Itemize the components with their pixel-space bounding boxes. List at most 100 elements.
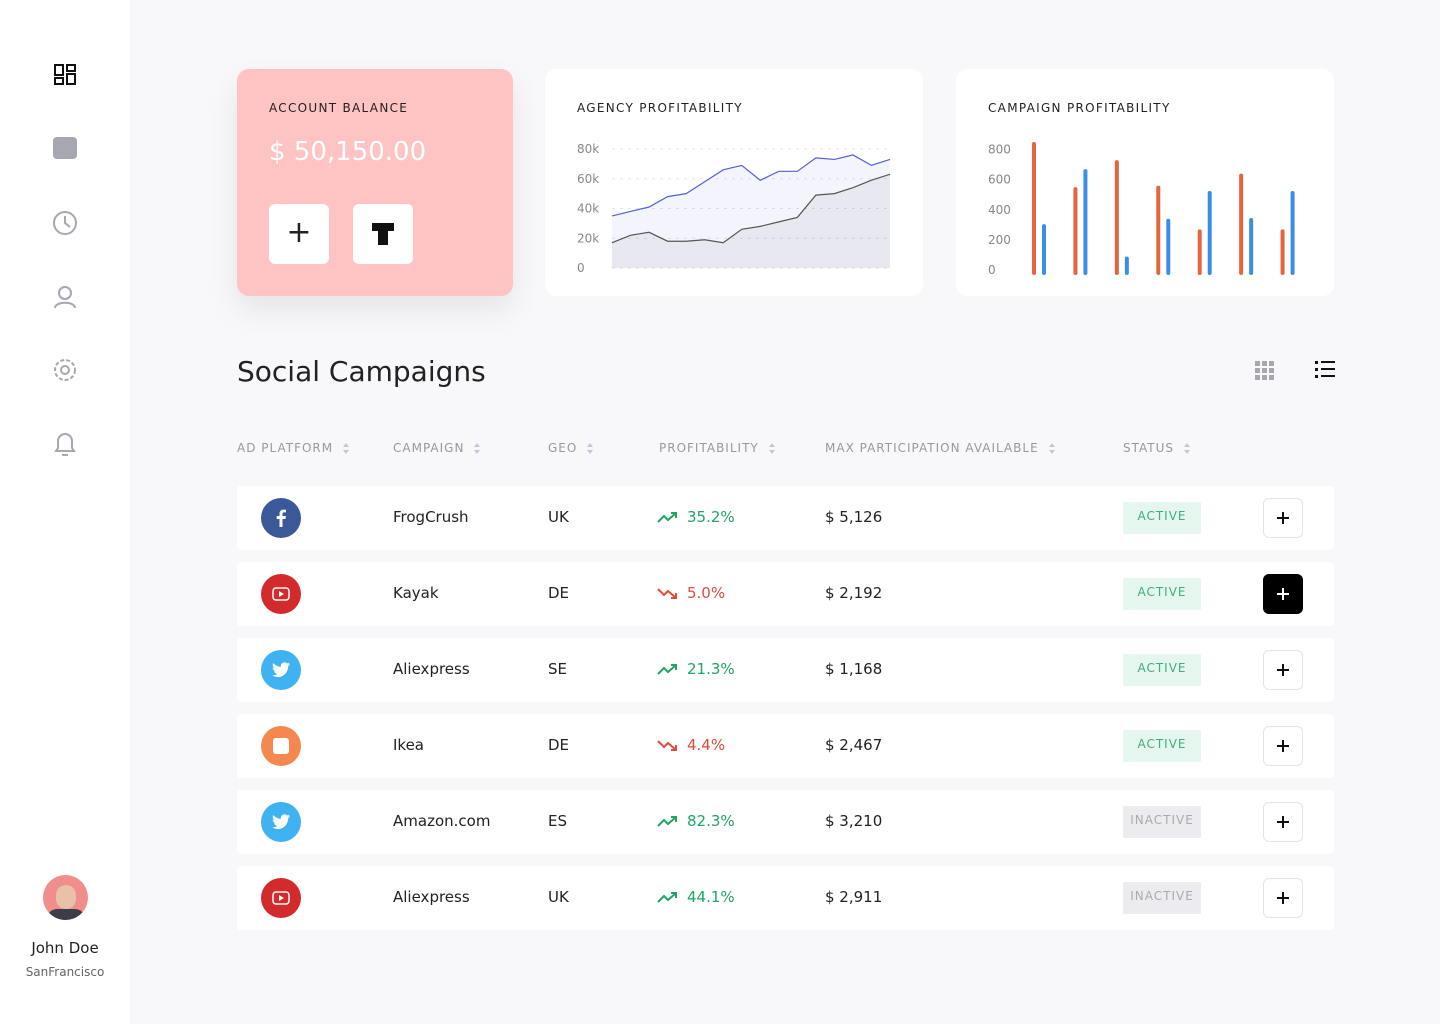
nav-stats[interactable] [53,211,77,235]
max-participation: $ 3,210 [825,812,883,830]
sort-icon [474,443,481,454]
balance-amount: $ 50,150.00 [269,137,427,167]
campaign-row: Ikea DE 4.4% $ 2,467 ACTIVE [237,714,1334,778]
profitability: 82.3% [687,812,735,830]
trend-icon [657,588,677,599]
sort-icon [1048,443,1055,454]
plus-icon [1277,892,1289,904]
avatar[interactable] [43,875,88,920]
header-text: STATUS [1123,441,1175,455]
plus-icon [1277,816,1289,828]
platform-icon [261,802,301,842]
add-button[interactable] [1263,498,1303,538]
user-location: SanFrancisco [25,965,105,979]
nav-dashboard[interactable] [54,64,76,85]
add-button[interactable] [1263,650,1303,690]
nav-icons [53,64,77,456]
sort-icon [587,443,594,454]
plus-icon [1277,740,1289,752]
campaign-row: FrogCrush UK 35.2% $ 5,126 ACTIVE [237,486,1334,550]
header-text: PROFITABILITY [659,441,759,455]
campaign-name: Kayak [393,584,439,602]
campaign-name: Ikea [393,736,424,754]
status-badge: INACTIVE [1123,806,1201,838]
user-name: John Doe [31,939,99,957]
status-badge: ACTIVE [1123,578,1201,610]
column-header[interactable]: STATUS [1123,441,1194,455]
campaign-card: CAMPAIGN PROFITABILITY [956,69,1334,296]
sidebar: John Doe SanFrancisco [0,0,130,1024]
campaign-row: Amazon.com ES 82.3% $ 3,210 INACTIVE [237,790,1334,854]
header-text: MAX PARTICIPATION AVAILABLE [825,441,1039,455]
platform-icon [261,650,301,690]
geo: DE [548,584,570,602]
max-participation: $ 2,911 [825,888,883,906]
campaign-row: Aliexpress UK 44.1% $ 2,911 INACTIVE [237,866,1334,930]
campaign-row: Aliexpress SE 21.3% $ 1,168 ACTIVE [237,638,1334,702]
add-funds-button[interactable]: + [269,204,329,264]
max-participation: $ 2,467 [825,736,883,754]
status-badge: INACTIVE [1123,882,1201,914]
trend-icon [657,892,677,903]
add-button[interactable] [1263,574,1303,614]
list-view[interactable] [1315,361,1335,378]
column-header[interactable]: GEO [548,441,597,455]
trend-icon [657,664,677,675]
max-participation: $ 1,168 [825,660,883,678]
geo: SE [548,660,567,678]
campaign-row: Kayak DE 5.0% $ 2,192 ACTIVE [237,562,1334,626]
max-participation: $ 5,126 [825,508,883,526]
campaign-name: Aliexpress [393,660,470,678]
platform-icon [261,726,301,766]
nav-profile[interactable] [54,286,76,309]
campaign-name: Amazon.com [393,812,491,830]
add-button[interactable] [1263,726,1303,766]
platform-icon [261,574,301,614]
geo: UK [548,508,569,526]
balance-card: ACCOUNT BALANCE $ 50,150.00 + [237,69,513,296]
sort-icon [343,443,350,454]
balance-label: ACCOUNT BALANCE [269,101,409,115]
geo: UK [548,888,569,906]
sort-icon [768,443,775,454]
nav-store[interactable] [53,137,77,159]
profitability: 35.2% [687,508,735,526]
chart-title: AGENCY PROFITABILITY [577,101,743,115]
profitability: 4.4% [687,736,726,754]
geo: ES [548,812,567,830]
section-title: Social Campaigns [237,355,486,388]
geo: DE [548,736,570,754]
status-badge: ACTIVE [1123,502,1201,534]
status-badge: ACTIVE [1123,654,1201,686]
header-text: CAMPAIGN [393,441,465,455]
column-header[interactable]: PROFITABILITY [659,441,779,455]
transfer-button[interactable] [353,204,413,264]
add-button[interactable] [1263,878,1303,918]
header-text: AD PLATFORM [237,441,334,455]
column-header[interactable]: CAMPAIGN [393,441,484,455]
campaign-name: Aliexpress [393,888,470,906]
nav-settings[interactable] [54,359,76,381]
trend-icon [657,740,677,751]
status-badge: ACTIVE [1123,730,1201,762]
profitability: 44.1% [687,888,735,906]
platform-icon [261,498,301,538]
trend-icon [657,512,677,523]
trend-icon [657,816,677,827]
view-toggle [1255,361,1335,380]
max-participation: $ 2,192 [825,584,883,602]
grid-view[interactable] [1255,361,1274,380]
nav-notifications[interactable] [54,433,76,456]
column-header[interactable]: AD PLATFORM [237,441,353,455]
transfer-icon [372,223,394,245]
platform-icon [261,878,301,918]
campaign-name: FrogCrush [393,508,469,526]
plus-icon [1277,512,1289,524]
column-header[interactable]: MAX PARTICIPATION AVAILABLE [825,441,1059,455]
agency-card: AGENCY PROFITABILITY [545,69,923,296]
plus-icon [1277,588,1289,600]
profitability: 21.3% [687,660,735,678]
chart-title: CAMPAIGN PROFITABILITY [988,101,1171,115]
add-button[interactable] [1263,802,1303,842]
